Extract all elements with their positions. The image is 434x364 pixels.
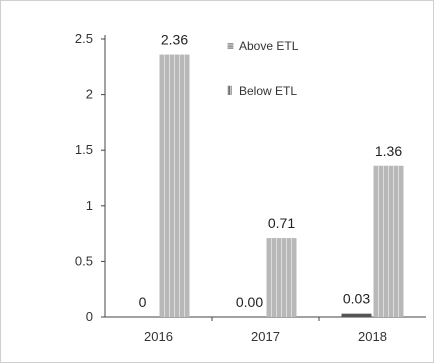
x-tick-label: 2018 [358, 329, 387, 344]
y-tick-label: 0 [86, 309, 93, 324]
data-label: 0.03 [343, 291, 370, 307]
data-label: 1.36 [375, 143, 402, 159]
data-label: 2.36 [161, 32, 188, 48]
legend-label: Below ETL [239, 84, 297, 98]
y-tick-label: 1 [86, 198, 93, 213]
data-label: 0.71 [268, 215, 295, 231]
x-tick-label: 2016 [144, 329, 173, 344]
y-tick-label: 2.5 [75, 31, 93, 46]
legend-swatch-icon: ≡ [227, 39, 234, 53]
y-tick-label: 2 [86, 87, 93, 102]
y-tick-label: 0.5 [75, 253, 93, 268]
y-tick-label: 1.5 [75, 142, 93, 157]
x-tick-label: 2017 [251, 329, 280, 344]
legend-label: Above ETL [239, 39, 299, 53]
data-label: 0.00 [236, 294, 263, 310]
legend-swatch-icon: ⦀ [227, 84, 232, 98]
data-label: 0 [139, 294, 147, 310]
bar-above-etl [341, 313, 372, 317]
